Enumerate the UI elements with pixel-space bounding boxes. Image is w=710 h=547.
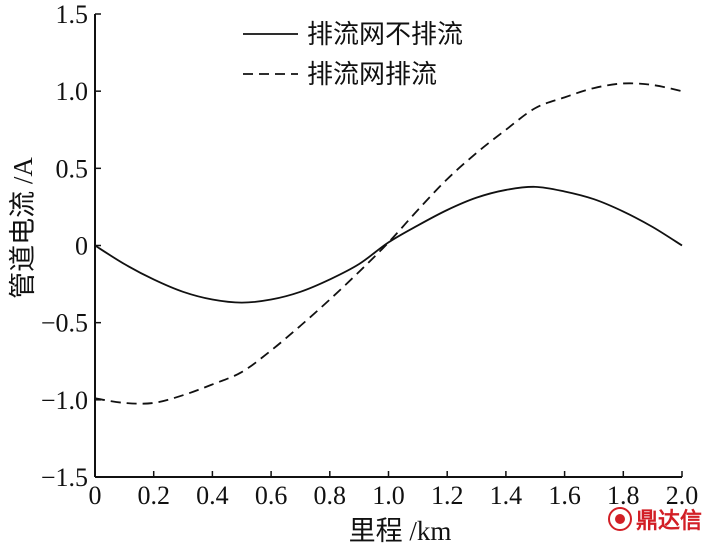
legend-label: 排流网不排流 xyxy=(307,20,463,49)
y-tick-label: −0.5 xyxy=(41,309,88,338)
x-axis-label: 里程 /km xyxy=(349,516,452,546)
x-tick-label: 0.2 xyxy=(137,481,170,510)
x-tick-label: 1.2 xyxy=(431,481,464,510)
axis-ticks: 0 0.2 0.4 0.6 0.8 1.0 1.2 1.4 1.6 1.8 2.0 1.5 1.0 0.5… xyxy=(41,0,698,510)
y-tick-label: 0.5 xyxy=(56,154,89,183)
legend-label: 排流网排流 xyxy=(307,60,437,89)
x-tick-label: 1.6 xyxy=(548,481,581,510)
series-line-dashed xyxy=(94,82,683,405)
y-tick-label: 1.0 xyxy=(56,77,89,106)
series-line-solid xyxy=(94,185,683,304)
brand-logo-icon xyxy=(607,507,632,531)
x-tick-label: 1.8 xyxy=(607,481,640,510)
x-tick-label: 0.4 xyxy=(196,481,229,510)
y-tick-label: 1.5 xyxy=(56,0,89,29)
x-tick-label: 0 xyxy=(89,481,102,510)
x-tick-label: 2.0 xyxy=(666,481,699,510)
x-tick-label: 0.6 xyxy=(255,481,288,510)
watermark-text: 鼎达信 xyxy=(635,509,702,534)
watermark: 鼎达信 xyxy=(607,503,702,535)
x-tick-label: 1.4 xyxy=(490,481,523,510)
y-axis-label: 管道电流 /A xyxy=(8,157,38,299)
series-lines xyxy=(94,82,683,405)
x-tick-label: 1.0 xyxy=(372,481,405,510)
x-tick-label: 0.8 xyxy=(314,481,347,510)
y-tick-label: −1.0 xyxy=(41,386,88,415)
y-tick-label: −1.5 xyxy=(41,463,88,492)
y-tick-label: 0 xyxy=(75,232,88,261)
